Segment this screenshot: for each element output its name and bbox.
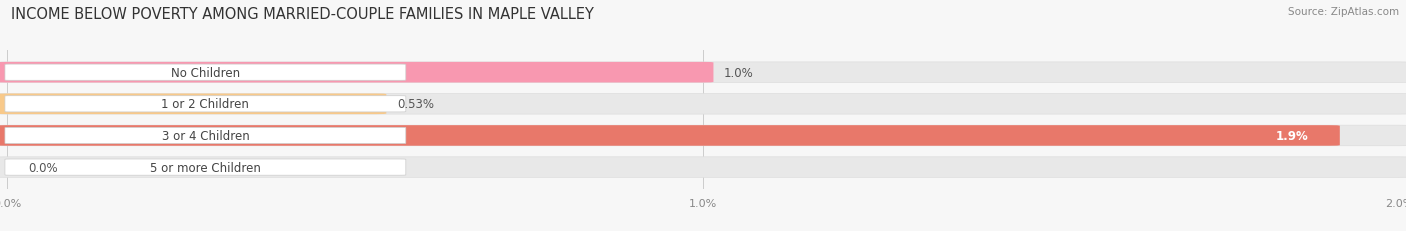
FancyBboxPatch shape [6, 65, 406, 81]
Text: 3 or 4 Children: 3 or 4 Children [162, 129, 249, 142]
Text: 0.0%: 0.0% [28, 161, 58, 174]
FancyBboxPatch shape [6, 128, 406, 144]
Text: 1.9%: 1.9% [1275, 129, 1309, 142]
FancyBboxPatch shape [0, 126, 1406, 146]
FancyBboxPatch shape [0, 94, 387, 115]
Text: INCOME BELOW POVERTY AMONG MARRIED-COUPLE FAMILIES IN MAPLE VALLEY: INCOME BELOW POVERTY AMONG MARRIED-COUPL… [11, 7, 595, 22]
Text: 1 or 2 Children: 1 or 2 Children [162, 98, 249, 111]
Text: 5 or more Children: 5 or more Children [150, 161, 262, 174]
Text: 0.53%: 0.53% [396, 98, 434, 111]
FancyBboxPatch shape [0, 157, 1406, 178]
FancyBboxPatch shape [0, 63, 1406, 83]
FancyBboxPatch shape [6, 159, 406, 175]
FancyBboxPatch shape [0, 94, 1406, 115]
FancyBboxPatch shape [0, 126, 1340, 146]
FancyBboxPatch shape [6, 96, 406, 112]
Text: No Children: No Children [170, 66, 240, 79]
FancyBboxPatch shape [0, 63, 713, 83]
Text: Source: ZipAtlas.com: Source: ZipAtlas.com [1288, 7, 1399, 17]
Text: 1.0%: 1.0% [724, 66, 754, 79]
